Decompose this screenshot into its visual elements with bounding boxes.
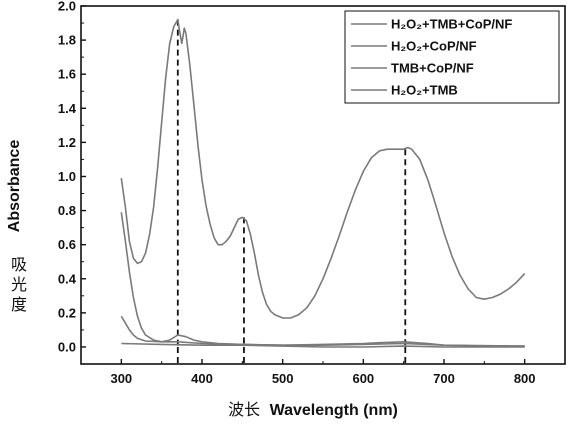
y-tick-label: 0.6 <box>58 237 76 252</box>
y-tick-label: 0.0 <box>58 339 76 354</box>
legend-entry: H₂O₂+CoP/NF <box>391 39 477 54</box>
x-tick-label: 300 <box>110 371 132 386</box>
y-tick-label: 2.0 <box>58 0 76 14</box>
x-tick-label: 800 <box>514 371 536 386</box>
y-tick-label: 0.8 <box>58 203 76 218</box>
y-axis-title: Absorbance <box>6 140 23 233</box>
x-axis-title: 波长 Wavelength (nm) <box>228 400 398 419</box>
y-tick-label: 1.4 <box>58 101 77 116</box>
y-axis-title-cn-char: 光 <box>11 275 27 294</box>
legend-entry: TMB+CoP/NF <box>391 61 474 76</box>
y-tick-label: 1.2 <box>58 135 76 150</box>
y-tick-label: 1.0 <box>58 169 76 184</box>
x-tick-label: 500 <box>272 371 294 386</box>
y-axis-title-cn-char: 度 <box>11 295 27 314</box>
y-tick-label: 1.6 <box>58 67 76 82</box>
y-tick-label: 0.4 <box>58 271 77 286</box>
y-axis-title-cn: 吸光度 <box>11 255 27 314</box>
legend-entry: H₂O₂+TMB+CoP/NF <box>391 17 512 32</box>
legend: H₂O₂+TMB+CoP/NF H₂O₂+CoP/NF TMB+CoP/NF H₂O₂… <box>345 11 559 103</box>
y-tick-label: 0.2 <box>58 305 76 320</box>
x-axis-title-cn: 波长 <box>228 400 260 419</box>
series-line-3 <box>121 316 524 346</box>
y-tick-label: 1.8 <box>58 33 76 48</box>
x-axis-title-en: Wavelength (nm) <box>270 402 398 419</box>
x-tick-label: 700 <box>433 371 455 386</box>
x-tick-label: 600 <box>352 371 374 386</box>
legend-entry: H₂O₂+TMB <box>391 83 458 98</box>
x-tick-label: 400 <box>191 371 213 386</box>
y-axis-title-cn-char: 吸 <box>11 255 27 274</box>
